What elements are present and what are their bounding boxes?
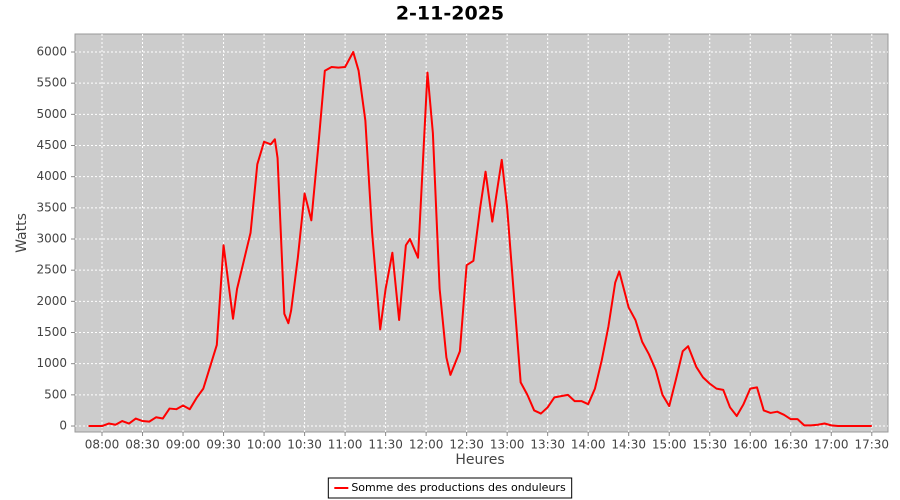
legend-box [327, 477, 573, 499]
y-tick-label: 0 [59, 419, 67, 433]
y-tick-label: 4500 [36, 138, 67, 152]
x-tick-label: 14:30 [611, 438, 646, 452]
y-tick-label: 1500 [36, 325, 67, 339]
x-tick-label: 10:30 [287, 438, 322, 452]
x-tick-label: 08:30 [125, 438, 160, 452]
x-tick-label: 15:00 [652, 438, 687, 452]
y-tick-label: 3000 [36, 232, 67, 246]
x-tick-label: 13:30 [530, 438, 565, 452]
y-tick-label: 4000 [36, 169, 67, 183]
x-tick-label: 09:00 [166, 438, 201, 452]
x-tick-label: 16:00 [733, 438, 768, 452]
y-tick-label: 2000 [36, 294, 67, 308]
y-tick-label: 1000 [36, 356, 67, 370]
x-tick-label: 11:30 [368, 438, 403, 452]
y-tick-label: 5500 [36, 76, 67, 90]
x-tick-label: 17:30 [854, 438, 889, 452]
y-tick-label: 3500 [36, 200, 67, 214]
legend-label: Somme des productions des onduleurs [351, 481, 566, 494]
plot-area [74, 33, 889, 433]
x-tick-label: 14:00 [571, 438, 606, 452]
y-tick-label: 2500 [36, 263, 67, 277]
y-tick-label: 6000 [36, 45, 67, 59]
x-tick-label: 17:00 [814, 438, 849, 452]
x-tick-label: 09:30 [206, 438, 241, 452]
legend: Somme des productions des onduleurs [327, 477, 573, 499]
x-tick-label: 15:30 [692, 438, 727, 452]
y-axis-label: Watts [14, 213, 30, 253]
x-tick-label: 16:30 [773, 438, 808, 452]
x-tick-label: 12:00 [409, 438, 444, 452]
x-axis-label: Heures [455, 452, 504, 468]
x-tick-label: 10:00 [247, 438, 282, 452]
x-tick-label: 08:00 [85, 438, 120, 452]
y-tick-label: 5000 [36, 107, 67, 121]
x-tick-label: 12:30 [449, 438, 484, 452]
line-series [88, 51, 872, 428]
y-tick-label: 500 [44, 387, 67, 401]
x-tick-label: 11:00 [328, 438, 363, 452]
chart-title: 2-11-2025 [396, 3, 504, 25]
x-tick-label: 13:00 [490, 438, 525, 452]
